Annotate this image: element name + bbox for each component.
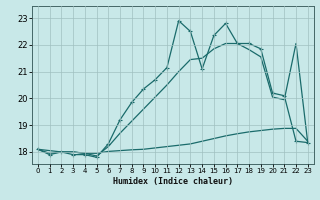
X-axis label: Humidex (Indice chaleur): Humidex (Indice chaleur) (113, 177, 233, 186)
